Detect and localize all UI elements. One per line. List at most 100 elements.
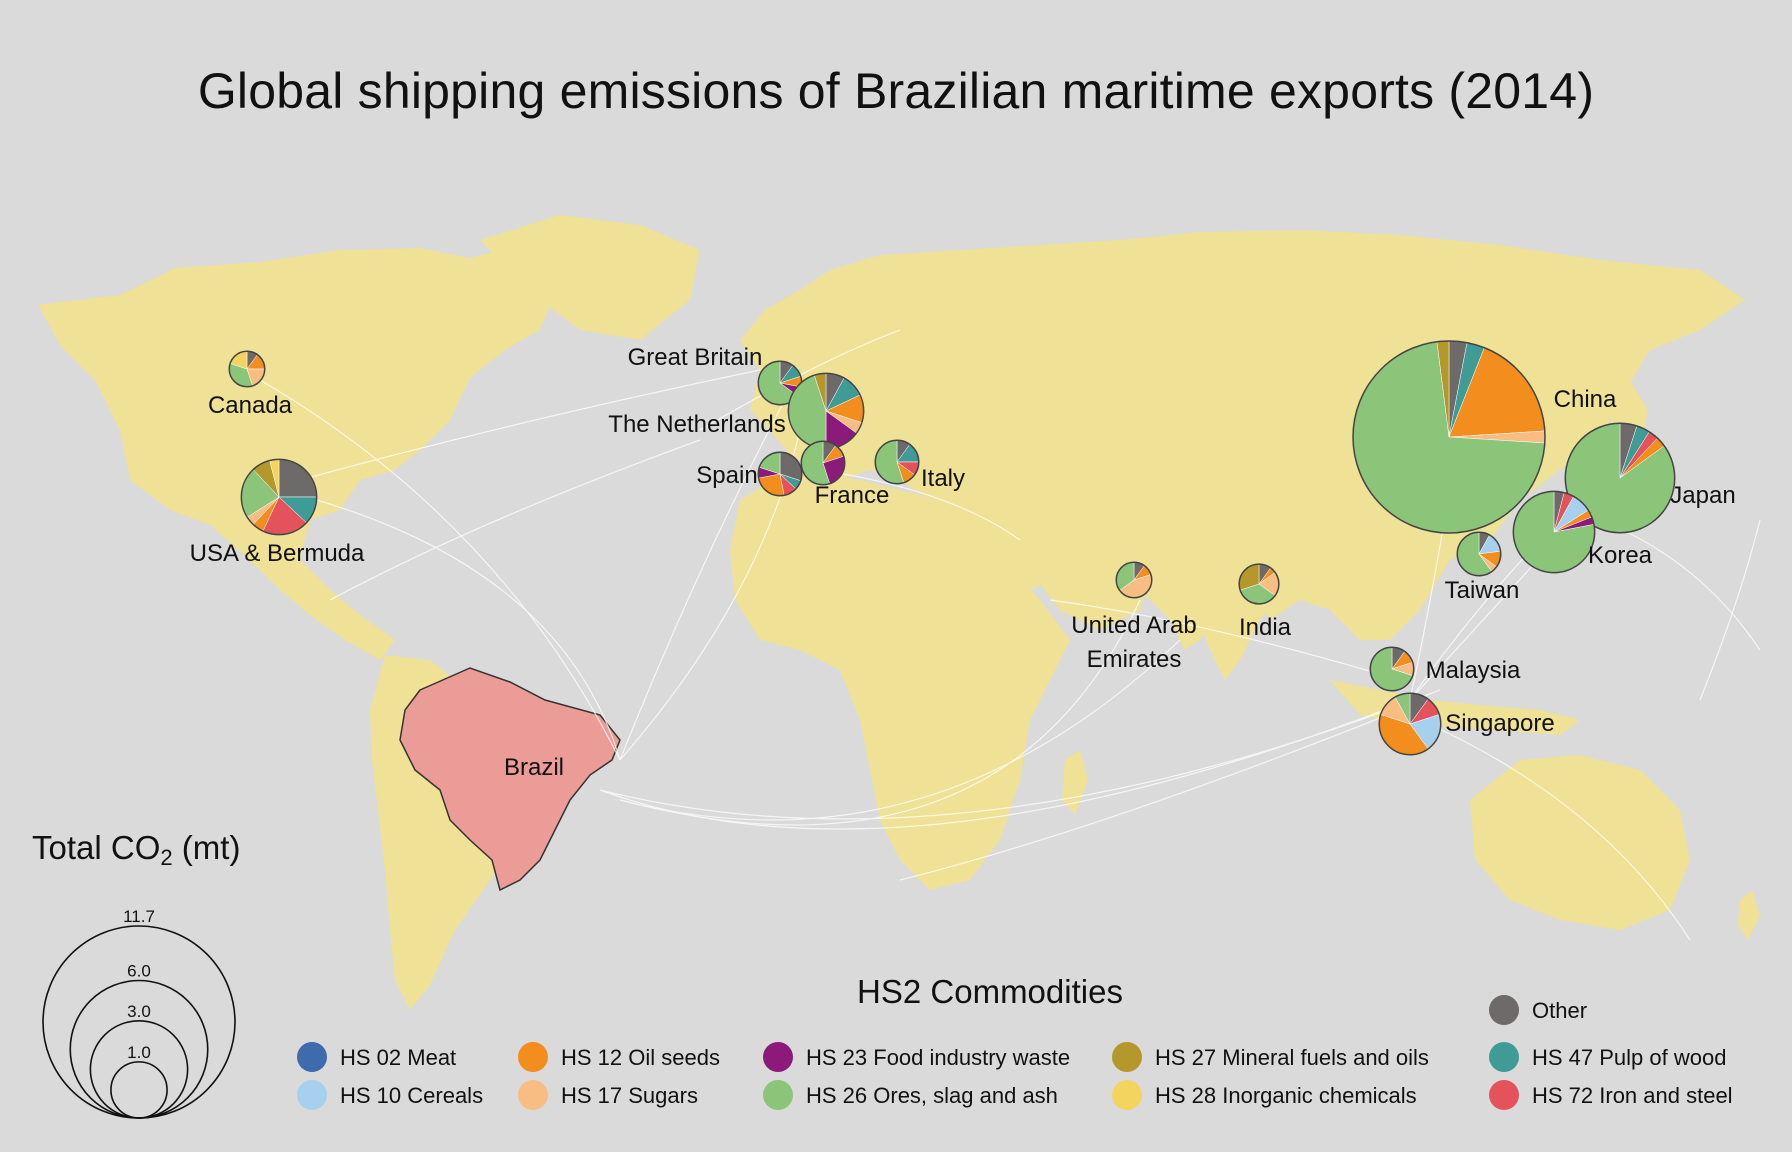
size-circle-label: 11.7	[123, 907, 155, 926]
legend-swatch	[297, 1080, 327, 1110]
destination-labels: Canada USA & Bermuda Great Britain The N…	[190, 344, 1736, 737]
label-netherlands: The Netherlands	[608, 411, 785, 438]
route-line	[599, 689, 1441, 820]
route-line	[1599, 519, 1761, 651]
map-title: Global shipping emissions of Brazilian m…	[197, 63, 1595, 119]
route-line	[279, 489, 621, 761]
land-great-britain	[758, 315, 790, 372]
pie-taiwan	[1456, 531, 1502, 577]
label-korea: Korea	[1588, 542, 1653, 569]
legend-label: HS 10 Cereals	[340, 1083, 483, 1108]
label-canada: Canada	[208, 392, 293, 419]
land-africa	[730, 470, 1070, 890]
land-greenland	[480, 215, 700, 340]
legend-item-cereals: HS 10 Cereals	[297, 1080, 483, 1110]
legend-label: HS 47 Pulp of wood	[1532, 1045, 1726, 1070]
pie-spain	[757, 451, 803, 497]
size-circle-label: 3.0	[127, 1002, 151, 1021]
land-masses	[38, 215, 1760, 1010]
legend-label: HS 23 Food industry waste	[806, 1045, 1070, 1070]
pie-outline	[1378, 692, 1442, 756]
legend-label: HS 27 Mineral fuels and oils	[1155, 1045, 1429, 1070]
label-japan: Japan	[1670, 482, 1735, 509]
size-circle	[89, 1019, 189, 1119]
pie-india	[1238, 563, 1280, 605]
legend-item-foodwaste: HS 23 Food industry waste	[763, 1042, 1070, 1072]
legend-swatch	[1112, 1042, 1142, 1072]
legend-label: Other	[1532, 998, 1587, 1023]
label-great-britain: Great Britain	[628, 344, 763, 371]
label-malaysia: Malaysia	[1426, 657, 1521, 684]
route-line	[619, 599, 1141, 826]
legend-item-mineral: HS 27 Mineral fuels and oils	[1112, 1042, 1429, 1072]
pie-outline	[228, 350, 266, 388]
pie-malaysia	[1369, 646, 1415, 692]
land-north-america	[38, 245, 560, 660]
pie-usa-bermuda	[240, 458, 318, 536]
legend-item-iron: HS 72 Iron and steel	[1489, 1080, 1733, 1110]
size-legend: Total CO2 (mt) 11.7 6.0 3.0 1.0	[32, 829, 240, 1119]
land-eurasia	[740, 230, 1745, 650]
pie-united-arab-emirates	[1115, 561, 1153, 599]
legend-swatch	[763, 1042, 793, 1072]
route-line	[259, 379, 621, 761]
legend-swatch	[297, 1042, 327, 1072]
pie-outline	[1369, 646, 1415, 692]
legend-item-pulp: HS 47 Pulp of wood	[1489, 1042, 1726, 1072]
pie-korea	[1512, 490, 1596, 574]
legend-label: HS 26 Ores, slag and ash	[806, 1083, 1058, 1108]
route-line	[699, 329, 901, 431]
pie-outline	[1564, 422, 1676, 534]
label-singapore: Singapore	[1445, 710, 1554, 737]
pie-outline	[240, 458, 318, 536]
pie-outline	[800, 440, 846, 486]
size-legend-title: Total CO2 (mt)	[32, 829, 240, 870]
label-uae-line-1: United Arab	[1071, 612, 1196, 639]
label-china: China	[1554, 386, 1617, 413]
label-taiwan: Taiwan	[1445, 577, 1520, 604]
size-circle	[42, 925, 236, 1119]
legend-swatch	[518, 1080, 548, 1110]
land-arabia	[1010, 510, 1150, 630]
land-new-zealand	[1738, 890, 1760, 940]
route-line	[1049, 599, 1401, 681]
pie-outline	[1512, 490, 1596, 574]
label-uae-line-2: Emirates	[1087, 646, 1182, 673]
legend-swatch	[1489, 995, 1519, 1025]
size-circle-label: 6.0	[127, 962, 151, 981]
legend-item-other: Other	[1489, 995, 1587, 1025]
legend-swatch	[518, 1042, 548, 1072]
country-label-brazil: Brazil	[504, 754, 564, 781]
label-india: India	[1239, 614, 1292, 641]
commodity-legend-title: HS2 Commodities	[857, 973, 1123, 1010]
destination-pies	[228, 340, 1676, 756]
legend-label: HS 12 Oil seeds	[561, 1045, 720, 1070]
land-australia	[1470, 755, 1690, 930]
size-circle-label: 1.0	[127, 1043, 151, 1062]
pie-the-netherlands	[787, 372, 865, 450]
pie-outline	[1238, 563, 1280, 605]
label-spain: Spain	[696, 462, 757, 489]
legend-item-ores: HS 26 Ores, slag and ash	[763, 1080, 1058, 1110]
route-line	[299, 369, 761, 481]
size-circle	[110, 1061, 168, 1119]
legend-items: HS 02 Meat HS 10 Cereals HS 12 Oil seeds HS…	[297, 995, 1733, 1110]
pie-canada	[228, 350, 266, 388]
legend-label: HS 02 Meat	[340, 1045, 456, 1070]
legend-item-inorganic: HS 28 Inorganic chemicals	[1112, 1080, 1417, 1110]
route-line	[1419, 719, 1691, 941]
route-line	[819, 469, 1021, 541]
legend-label: HS 17 Sugars	[561, 1083, 698, 1108]
pie-outline	[1352, 340, 1546, 534]
legend-swatch	[1489, 1042, 1519, 1072]
legend-label: HS 72 Iron and steel	[1532, 1083, 1733, 1108]
legend-swatch	[1489, 1080, 1519, 1110]
label-usa-bermuda: USA & Bermuda	[190, 540, 365, 567]
pie-japan	[1564, 422, 1676, 534]
legend-swatch	[763, 1080, 793, 1110]
route-line	[619, 639, 1181, 821]
legend-label: HS 28 Inorganic chemicals	[1155, 1083, 1417, 1108]
pie-outline	[874, 439, 920, 485]
